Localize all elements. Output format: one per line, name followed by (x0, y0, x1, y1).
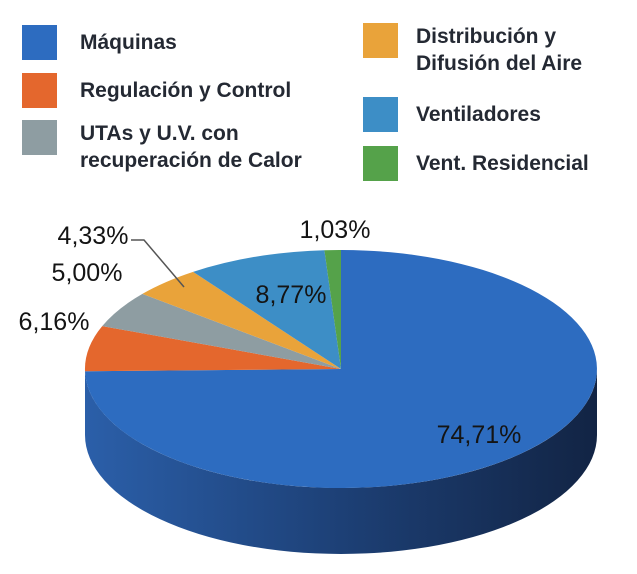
legend-item-utas-uv-recuperacion-calor: UTAs y U.V. con recuperación de Calor (22, 120, 342, 174)
pie-slice-vent-residencial (324, 249, 341, 369)
pie-slice-maquinas (85, 250, 597, 488)
legend-swatch-ventiladores (363, 97, 398, 132)
pie-slice-ventiladores (193, 250, 341, 369)
legend-label-vent-residencial: Vent. Residencial (416, 152, 589, 175)
legend-swatch-distribucion-difusion-aire (363, 23, 398, 58)
slice-label-utas-uv-recuperacion-calor: 5,00% (51, 259, 123, 287)
legend-label-distribucion-difusion-aire: Distribución y Difusión del Aire (416, 25, 583, 75)
slice-label-regulacion-y-control: 6,16% (18, 308, 90, 336)
legend-item-regulacion-y-control: Regulación y Control (22, 73, 342, 108)
legend-label-regulacion-y-control: Regulación y Control (80, 79, 292, 102)
legend-item-distribucion-difusion-aire: Distribución y Difusión del Aire (363, 23, 604, 77)
legend-swatch-regulacion-y-control (22, 73, 57, 108)
pie-slice-utas-uv-recuperacion-calor (102, 293, 341, 369)
legend-item-maquinas: Máquinas (22, 25, 342, 60)
pie-slice-distribucion-difusion-aire (142, 271, 341, 369)
legend-label-ventiladores: Ventiladores (416, 103, 541, 126)
legend-item-vent-residencial: Vent. Residencial (363, 146, 604, 181)
legend-label-maquinas: Máquinas (80, 31, 177, 54)
slice-label-vent-residencial: 1,03% (299, 216, 371, 244)
pie-slice-regulacion-y-control (84, 326, 342, 372)
legend-swatch-maquinas (22, 25, 57, 60)
leader-line-distribucion-difusion-aire (131, 239, 185, 288)
legend-swatch-utas-uv-recuperacion-calor (22, 120, 57, 155)
legend-label-utas-uv-recuperacion-calor: UTAs y U.V. con recuperación de Calor (80, 122, 302, 172)
legend-item-ventiladores: Ventiladores (363, 97, 604, 132)
legend-swatch-vent-residencial (363, 146, 398, 181)
pie-side-wall (85, 369, 597, 554)
slice-label-ventiladores: 8,77% (255, 281, 327, 309)
slice-label-maquinas: 74,71% (436, 421, 522, 449)
slice-label-distribucion-difusion-aire: 4,33% (57, 222, 129, 250)
